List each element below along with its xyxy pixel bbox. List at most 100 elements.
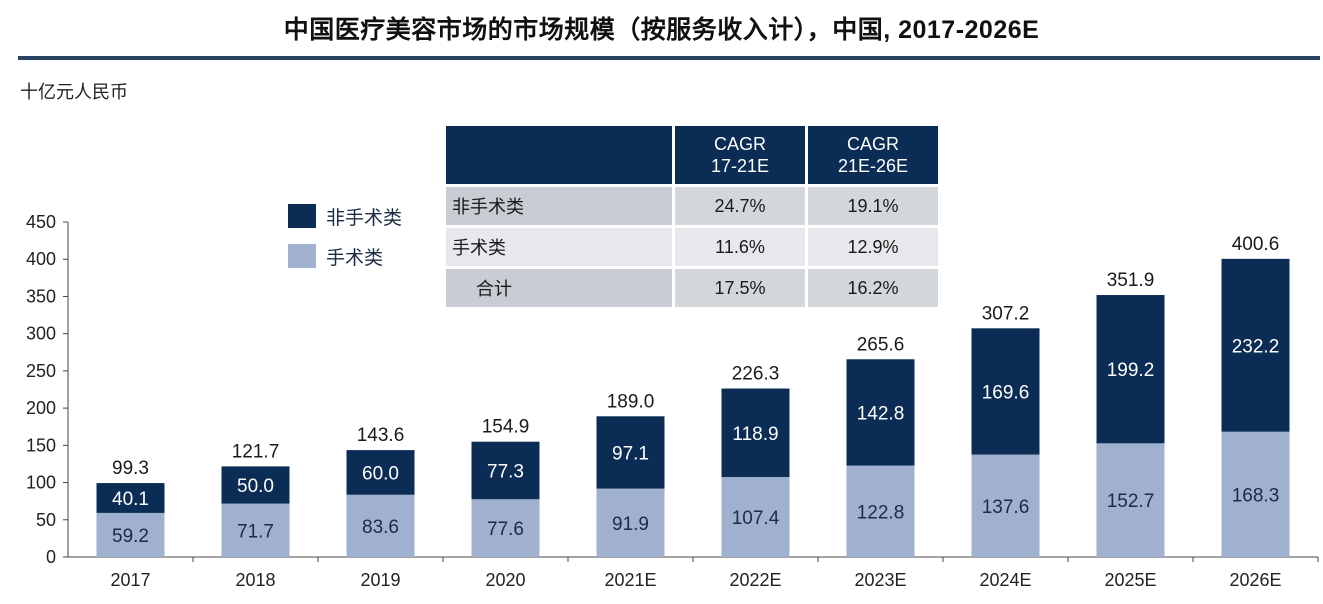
cagr-header-17-21-text: CAGR 17-21E xyxy=(710,134,770,176)
data-label-non-surgical: 232.2 xyxy=(1232,336,1280,357)
bar-non-surgical xyxy=(971,328,1040,455)
cagr-row-name: 合计 xyxy=(446,269,675,310)
bar-surgical xyxy=(96,512,165,557)
data-label-surgical: 77.6 xyxy=(487,519,524,540)
cagr-row-name: 手术类 xyxy=(446,228,675,269)
cagr-row-value: 19.1% xyxy=(808,187,941,228)
x-tick-label: 2021E xyxy=(604,570,656,590)
data-label-non-surgical: 97.1 xyxy=(612,443,649,464)
bar-non-surgical xyxy=(1096,295,1165,444)
y-tick-label: 150 xyxy=(26,435,56,455)
bar-surgical xyxy=(721,477,790,557)
data-label-surgical: 107.4 xyxy=(732,508,780,529)
legend-swatch-surgical xyxy=(288,244,316,268)
bar-non-surgical xyxy=(596,416,665,489)
data-label-total: 143.6 xyxy=(357,425,405,446)
x-tick-label: 2022E xyxy=(729,570,781,590)
legend-label-surgical: 手术类 xyxy=(326,247,384,269)
bar-non-surgical xyxy=(221,466,290,504)
cagr-row-value: 11.6% xyxy=(675,228,808,269)
legend-swatch-non-surgical xyxy=(288,204,316,228)
y-tick-label: 450 xyxy=(26,212,56,232)
data-label-total: 400.6 xyxy=(1232,234,1280,255)
data-label-non-surgical: 169.6 xyxy=(982,382,1030,403)
cagr-row-surgical: 手术类 11.6% 12.9% xyxy=(446,228,941,269)
cagr-header-blank xyxy=(446,126,675,187)
bar-non-surgical xyxy=(846,359,915,466)
cagr-table-header: CAGR 17-21E CAGR 21E-26E xyxy=(446,126,941,187)
data-label-total: 99.3 xyxy=(112,458,149,479)
cagr-row-value: 17.5% xyxy=(675,269,808,310)
legend-label-non-surgical: 非手术类 xyxy=(326,207,403,229)
data-label-non-surgical: 60.0 xyxy=(362,463,399,484)
y-tick-label: 0 xyxy=(46,547,56,567)
data-label-surgical: 71.7 xyxy=(237,521,274,542)
x-tick-label: 2017 xyxy=(110,570,150,590)
bar-surgical xyxy=(596,488,665,557)
y-tick-label: 100 xyxy=(26,473,56,493)
y-tick-label: 300 xyxy=(26,324,56,344)
cagr-row-value: 16.2% xyxy=(808,269,941,310)
legend-item-non-surgical: 非手术类 xyxy=(288,196,402,236)
data-label-surgical: 152.7 xyxy=(1107,491,1155,512)
data-label-surgical: 59.2 xyxy=(112,526,149,547)
bar-surgical xyxy=(846,465,915,557)
legend: 非手术类 手术类 xyxy=(288,196,402,276)
bar-surgical xyxy=(221,503,290,557)
cagr-row-value: 12.9% xyxy=(808,228,941,269)
cagr-row-name: 非手术类 xyxy=(446,187,675,228)
data-label-total: 189.0 xyxy=(607,391,655,412)
cagr-row-value: 24.7% xyxy=(675,187,808,228)
data-label-surgical: 91.9 xyxy=(612,514,649,535)
data-label-total: 154.9 xyxy=(482,417,530,438)
data-label-non-surgical: 118.9 xyxy=(732,424,778,445)
data-label-surgical: 137.6 xyxy=(982,497,1030,518)
title-divider xyxy=(18,56,1320,60)
bar-non-surgical xyxy=(346,450,415,495)
y-tick-label: 50 xyxy=(36,510,56,530)
data-label-non-surgical: 199.2 xyxy=(1107,360,1155,381)
chart-title: 中国医疗美容市场的市场规模（按服务收入计），中国, 2017-2026E xyxy=(283,16,1040,44)
bar-surgical xyxy=(1221,431,1290,557)
data-label-surgical: 83.6 xyxy=(362,517,399,538)
cagr-row-non-surgical: 非手术类 24.7% 19.1% xyxy=(446,187,941,228)
data-label-non-surgical: 40.1 xyxy=(112,489,149,510)
data-label-non-surgical: 142.8 xyxy=(857,403,905,424)
bar-non-surgical xyxy=(96,483,165,513)
data-label-non-surgical: 77.3 xyxy=(487,461,524,482)
x-tick-label: 2026E xyxy=(1229,570,1281,590)
cagr-header-21-26: CAGR 21E-26E xyxy=(808,126,941,187)
data-label-surgical: 122.8 xyxy=(857,502,905,523)
bar-surgical xyxy=(471,499,540,557)
bar-non-surgical xyxy=(1221,258,1290,432)
data-label-total: 121.7 xyxy=(232,441,280,462)
data-label-total: 226.3 xyxy=(732,364,780,385)
data-label-total: 265.6 xyxy=(857,334,905,355)
unit-label: 十亿元人民币 xyxy=(20,82,128,102)
x-tick-label: 2024E xyxy=(979,570,1031,590)
bar-surgical xyxy=(346,494,415,557)
bar-surgical xyxy=(971,454,1040,557)
legend-item-surgical: 手术类 xyxy=(288,236,402,276)
data-label-surgical: 168.3 xyxy=(1232,485,1280,506)
x-tick-label: 2023E xyxy=(854,570,906,590)
y-tick-label: 200 xyxy=(26,398,56,418)
y-tick-label: 250 xyxy=(26,361,56,381)
bar-non-surgical xyxy=(471,441,540,500)
x-tick-label: 2025E xyxy=(1104,570,1156,590)
x-tick-label: 2018 xyxy=(235,570,275,590)
y-tick-label: 350 xyxy=(26,286,56,306)
cagr-header-21-26-text: CAGR 21E-26E xyxy=(837,134,909,176)
data-label-total: 307.2 xyxy=(982,303,1030,324)
x-tick-label: 2020 xyxy=(485,570,525,590)
data-label-total: 351.9 xyxy=(1107,270,1155,291)
x-tick-label: 2019 xyxy=(360,570,400,590)
bar-non-surgical xyxy=(721,388,790,478)
cagr-row-total: 合计 17.5% 16.2% xyxy=(446,269,941,310)
y-tick-label: 400 xyxy=(26,249,56,269)
bar-surgical xyxy=(1096,443,1165,557)
cagr-table: CAGR 17-21E CAGR 21E-26E 非手术类 24.7% 19.1… xyxy=(446,126,941,310)
data-label-non-surgical: 50.0 xyxy=(237,476,274,497)
cagr-header-17-21: CAGR 17-21E xyxy=(675,126,808,187)
